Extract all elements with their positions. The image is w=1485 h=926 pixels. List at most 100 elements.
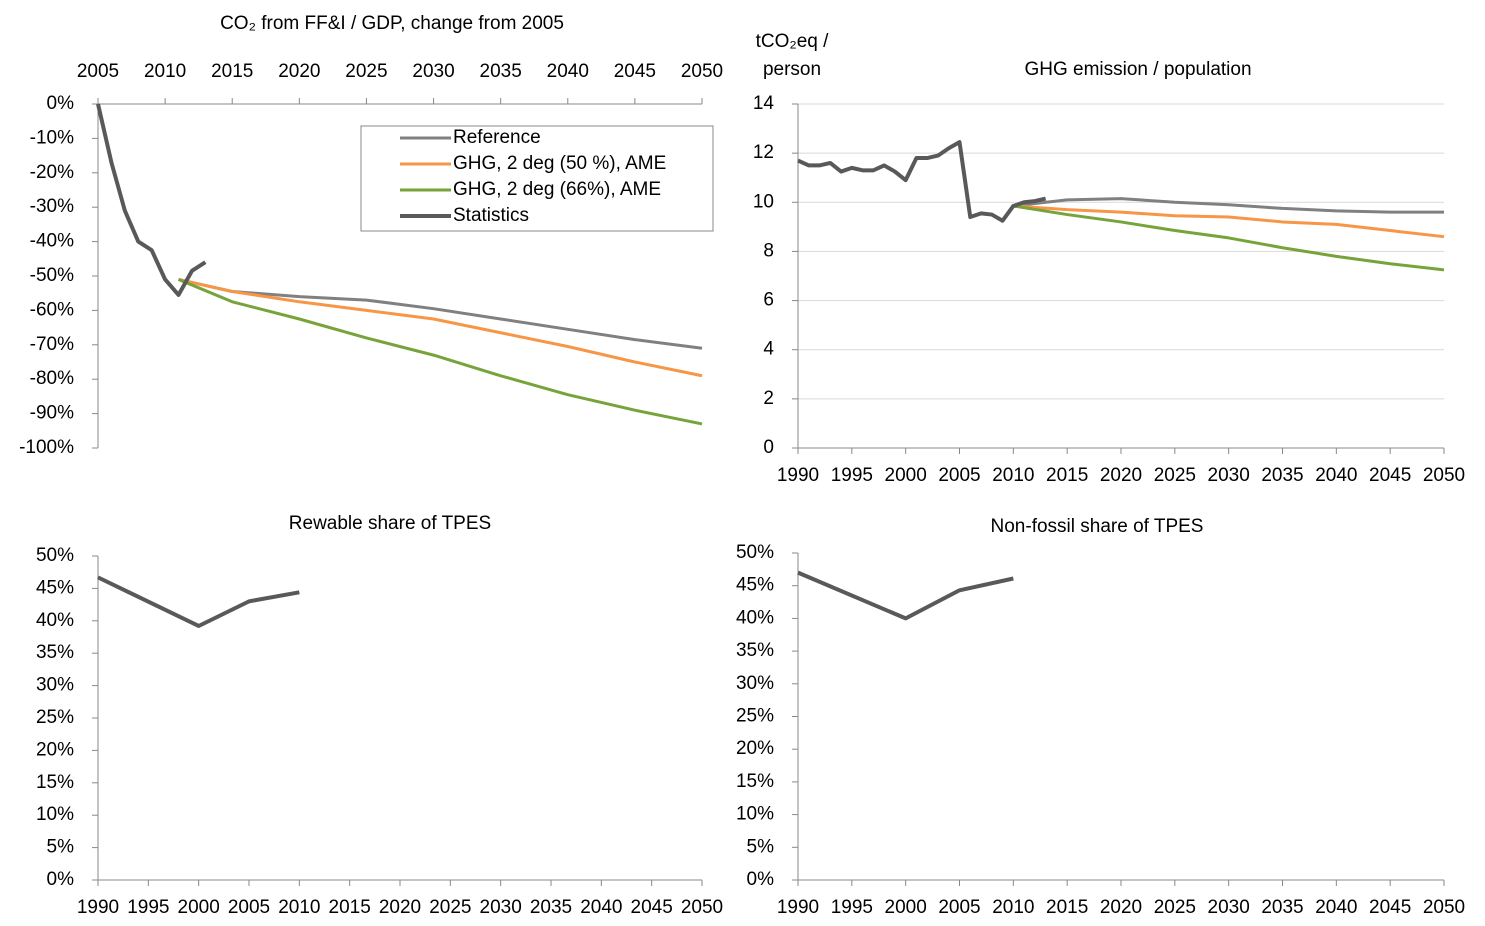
- x-tick-label: 2045: [1369, 465, 1411, 486]
- y-tick-label: 45%: [36, 577, 74, 598]
- y-tick-label: 30%: [736, 673, 774, 694]
- x-tick-label: 1990: [777, 897, 819, 918]
- x-tick-label: 2030: [480, 897, 522, 918]
- x-tick-label: 2005: [938, 897, 980, 918]
- x-tick-label: 2005: [938, 465, 980, 486]
- data-line: [1013, 204, 1445, 272]
- y-tick-label: 15%: [736, 771, 774, 792]
- x-tick-label: 2000: [885, 465, 927, 486]
- x-tick-label: 2040: [1315, 897, 1357, 918]
- data-line: [1013, 204, 1445, 239]
- x-tick-label: 2025: [1154, 897, 1196, 918]
- data-line: [797, 140, 1047, 223]
- x-tick-label: 2015: [211, 61, 253, 82]
- y-tick-label: 0%: [47, 93, 75, 114]
- y-tick-label: -90%: [30, 403, 74, 424]
- legend-label: GHG, 2 deg (66%), AME: [453, 179, 661, 200]
- y-tick-label: -100%: [19, 437, 74, 458]
- y-tick-label: 0%: [47, 869, 75, 890]
- x-tick-label: 2035: [1261, 897, 1303, 918]
- y-tick-label: -70%: [30, 334, 74, 355]
- y-tick-label: -60%: [30, 299, 74, 320]
- x-tick-label: 2010: [144, 61, 186, 82]
- x-tick-label: 2005: [228, 897, 270, 918]
- y-tick-label: 10%: [36, 804, 74, 825]
- x-tick-label: 2050: [681, 897, 723, 918]
- x-tick-label: 2010: [992, 465, 1034, 486]
- x-tick-label: 2035: [530, 897, 572, 918]
- x-tick-label: 2010: [278, 897, 320, 918]
- x-tick-label: 2040: [1315, 465, 1357, 486]
- x-tick-label: 2015: [1046, 897, 1088, 918]
- y-tick-label: 2: [763, 388, 774, 409]
- y-axis-label: tCO₂eq /: [756, 31, 830, 52]
- chart-title: GHG emission / population: [1024, 59, 1251, 80]
- y-tick-label: 45%: [736, 575, 774, 596]
- y-tick-label: 40%: [736, 607, 774, 628]
- legend-label: Reference: [453, 127, 541, 148]
- x-tick-label: 2000: [178, 897, 220, 918]
- x-tick-label: 2030: [1208, 897, 1250, 918]
- x-tick-label: 2020: [1100, 465, 1142, 486]
- x-tick-label: 1995: [127, 897, 169, 918]
- legend-label: Statistics: [453, 205, 529, 226]
- y-axis-label: person: [763, 59, 821, 80]
- data-line: [177, 278, 703, 426]
- x-tick-label: 2000: [885, 897, 927, 918]
- y-tick-label: 25%: [36, 707, 74, 728]
- x-tick-label: 2005: [77, 61, 119, 82]
- y-tick-label: 8: [763, 240, 774, 261]
- y-tick-label: 4: [763, 339, 774, 360]
- x-tick-label: 2035: [480, 61, 522, 82]
- x-tick-label: 2050: [1423, 465, 1465, 486]
- x-tick-label: 2045: [631, 897, 673, 918]
- y-tick-label: 35%: [736, 640, 774, 661]
- y-tick-label: 6: [763, 290, 774, 311]
- x-tick-label: 1990: [77, 897, 119, 918]
- data-line: [1013, 197, 1444, 214]
- x-tick-label: 1995: [831, 465, 873, 486]
- x-tick-label: 1995: [831, 897, 873, 918]
- y-tick-label: -20%: [30, 162, 74, 183]
- y-tick-label: 30%: [36, 675, 74, 696]
- data-line: [178, 277, 703, 378]
- x-tick-label: 2020: [379, 897, 421, 918]
- y-tick-label: -50%: [30, 265, 74, 286]
- y-tick-label: -10%: [30, 127, 74, 148]
- y-tick-label: 50%: [736, 542, 774, 563]
- chart-title: Non-fossil share of TPES: [991, 516, 1204, 537]
- x-tick-label: 2020: [278, 61, 320, 82]
- y-tick-label: 40%: [36, 610, 74, 631]
- x-tick-label: 2020: [1100, 897, 1142, 918]
- y-tick-label: -30%: [30, 196, 74, 217]
- chart-title: CO₂ from FF&I / GDP, change from 2005: [220, 13, 564, 34]
- x-tick-label: 2015: [1046, 465, 1088, 486]
- y-tick-label: 20%: [36, 739, 74, 760]
- y-tick-label: 20%: [736, 738, 774, 759]
- y-tick-label: 0: [763, 437, 774, 458]
- x-tick-label: 2050: [681, 61, 723, 82]
- chart-title: Rewable share of TPES: [289, 513, 491, 534]
- x-tick-label: 2040: [580, 897, 622, 918]
- y-tick-label: 12: [753, 142, 774, 163]
- y-tick-label: 10: [753, 191, 774, 212]
- x-tick-label: 2030: [1208, 465, 1250, 486]
- data-line: [178, 277, 703, 350]
- x-tick-label: 2050: [1423, 897, 1465, 918]
- y-tick-label: -80%: [30, 368, 74, 389]
- x-tick-label: 2015: [329, 897, 371, 918]
- y-tick-label: 5%: [747, 836, 775, 857]
- y-tick-label: 35%: [36, 642, 74, 663]
- x-tick-label: 2010: [992, 897, 1034, 918]
- data-line: [97, 575, 300, 628]
- x-tick-label: 1990: [777, 465, 819, 486]
- y-tick-label: 50%: [36, 545, 74, 566]
- x-tick-label: 2040: [547, 61, 589, 82]
- y-tick-label: 25%: [736, 706, 774, 727]
- x-tick-label: 2030: [412, 61, 454, 82]
- x-tick-label: 2045: [1369, 897, 1411, 918]
- y-tick-label: 10%: [736, 804, 774, 825]
- y-tick-label: 15%: [36, 772, 74, 793]
- x-tick-label: 2045: [614, 61, 656, 82]
